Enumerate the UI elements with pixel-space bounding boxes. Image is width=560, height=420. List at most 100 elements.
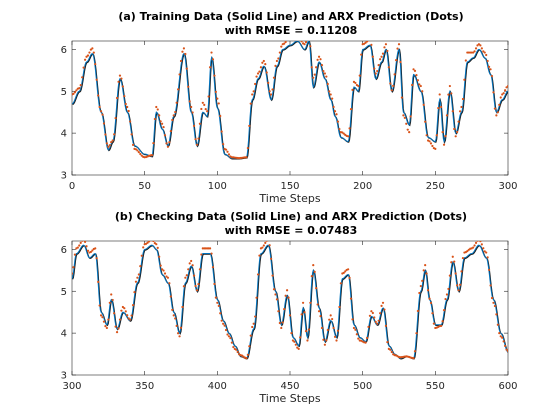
panel-b-prediction-dot [429,301,433,305]
panel-b-prediction-dot [187,268,190,271]
panel-b: (b) Checking Data (Solid Line) and ARX P… [61,210,518,405]
panel-b-prediction-dot [344,270,347,273]
panel-a-prediction-dot [200,107,203,111]
panel-a-prediction-dot [198,122,201,125]
panel-b-xtick-label: 300 [62,381,81,392]
panel-a-prediction-dot [331,97,334,100]
panel-b-prediction-dot [133,291,136,294]
panel-b-prediction-dot [232,345,235,349]
panel-b-prediction-dot [299,336,302,339]
panel-b-prediction-dot [85,245,88,248]
panel-b-prediction-dot [422,269,425,272]
panel-a-prediction-dot [482,50,485,53]
panel-a-prediction-dot [370,43,373,47]
panel-b-prediction-dot [380,304,383,307]
panel-a-prediction-dot [316,58,319,61]
panel-a-prediction-dot [207,95,210,98]
panel-b-prediction-dot [445,293,449,296]
panel-a-prediction-dot [402,114,405,117]
panel-a-prediction-dot [107,145,110,148]
panel-b-ytick-label: 3 [61,371,67,382]
panel-b-prediction-dot [329,314,332,317]
panel-b-prediction-dot [79,241,82,244]
panel-a-prediction-dot [88,51,91,54]
panel-a-prediction-dot [461,97,465,101]
panel-a-prediction-dot [390,89,393,92]
panel-a-prediction-dot [379,58,382,61]
panel-a-prediction-dot [413,69,417,73]
panel-a-prediction-dot [206,110,209,113]
panel-b-prediction-dot [296,346,299,349]
panel-a-prediction-dot [108,144,111,147]
panel-b-prediction-dot [252,322,255,325]
panel-b-prediction-dot [121,305,124,309]
panel-b-prediction-dot [190,259,193,263]
panel-b-prediction-dot [447,287,450,291]
panel-b-prediction-dot [342,271,345,274]
panel-b-prediction-dot [381,301,385,304]
panel-b-prediction-dot [113,312,116,315]
panel-b-prediction-dot [158,255,161,258]
panel-b-prediction-dot [367,325,370,328]
panel-a-prediction-dot [325,75,328,78]
panel-b-prediction-dot [365,336,369,340]
panel-a-prediction-dot [172,114,175,117]
panel-a-prediction-dot [104,133,107,136]
panel-a-prediction-dot [203,103,206,107]
panel-a-prediction-dot [168,141,171,144]
panel-a-prediction-dot [115,96,119,100]
panel-a-prediction-dot [444,135,447,138]
panel-a-prediction-dot [251,93,254,96]
panel-a-prediction-dot [492,91,495,94]
panel-a-prediction-dot [485,53,488,57]
panel-b-prediction-dot [310,275,313,278]
panel-b-prediction-dot [450,261,453,264]
panel-b-prediction-dot [466,250,469,253]
panel-b-prediction-dot [102,320,106,323]
panel-a-xtick-label: 50 [138,181,151,192]
panel-a-prediction-dot [408,131,411,134]
panel-b-prediction-dot [309,301,312,304]
panel-b-prediction-dot [499,335,502,338]
panel-b-prediction-dot [456,284,459,287]
panel-a-prediction-dot [464,59,467,62]
panel-a-prediction-dot [162,126,165,129]
panel-a-prediction-dot [82,66,85,69]
panel-a-prediction-dot [79,84,82,87]
panel-b-prediction-dot [200,253,203,256]
panel-b-prediction-dot [317,310,321,313]
panel-b-prediction-dot [428,297,431,300]
panel-a-prediction-dot [313,73,316,76]
panel-a-prediction-dot [217,102,220,105]
panel-a-prediction-dot [78,87,81,90]
panel-a-prediction-dot [197,137,200,140]
panel-b-prediction-dot [384,324,388,327]
panel-a-prediction-dot [381,52,385,55]
panel-a-plot-area [72,41,508,160]
panel-b-prediction-dot [297,347,300,350]
panel-a-prediction-dot [412,68,415,71]
panel-a-prediction-dot [92,51,95,54]
panel-a-prediction-dot [312,76,315,79]
panel-a-prediction-dot [249,102,252,105]
panel-a-prediction-dot [137,151,140,154]
panel-a-prediction-dot [211,58,215,61]
panel-b-prediction-dot [354,328,357,331]
panel-a-prediction-dot [451,110,454,113]
panel-a-prediction-dot [102,122,106,125]
panel-b-prediction-dot [335,339,338,342]
panel-a-prediction-dot [176,88,180,91]
panel-a-prediction-dot [496,111,499,114]
panel-a-prediction-dot [431,144,434,148]
panel-a-prediction-dot [503,89,507,92]
panel-a-ytick-label: 4 [61,129,67,140]
panel-a-prediction-dot [387,66,390,69]
panel-a-prediction-dot [354,81,357,85]
panel-a-prediction-dot [429,142,433,145]
panel-b-prediction-dot [174,317,177,320]
panel-b-prediction-dot [258,254,261,257]
panel-b-prediction-dot [486,256,489,259]
panel-b-prediction-dot [283,307,286,311]
panel-a-prediction-dot [139,152,142,156]
panel-a-prediction-dot [267,81,270,84]
